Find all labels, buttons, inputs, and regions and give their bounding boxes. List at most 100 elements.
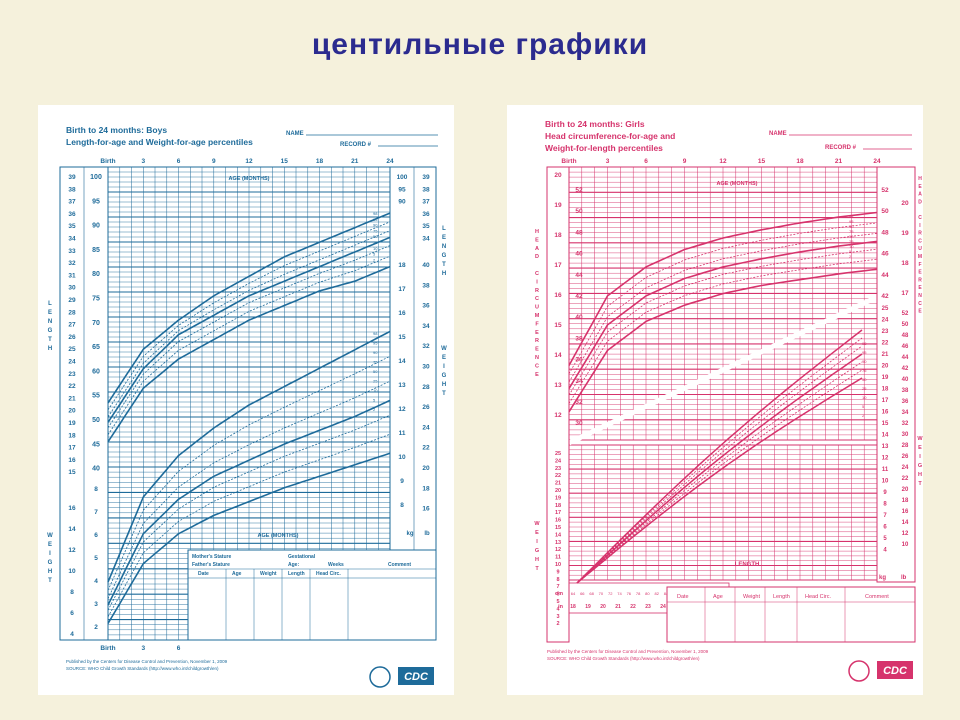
boys-length-cm-tick: 60 — [92, 368, 100, 375]
girls-length-label: LENGTH — [735, 562, 760, 568]
girls-left-weight-tick: 23 — [555, 466, 561, 472]
girls-right-side-head-char: I — [919, 223, 921, 229]
boys-right-side-length-char: G — [442, 253, 447, 259]
boys-right-kg-tick: 12 — [398, 406, 406, 413]
girls-head-in-tick: 13 — [554, 382, 562, 389]
girls-head-percentile-label: 90 — [849, 224, 854, 229]
girls-right-head-in-tick: 20 — [901, 200, 909, 207]
girls-head-in-tick: 17 — [554, 262, 562, 269]
girls-side-head-char: E — [535, 237, 539, 243]
girls-diagonal-separator — [567, 294, 879, 446]
boys-length-in-tick: 16 — [68, 457, 76, 464]
boys-side-weight-char: E — [48, 542, 52, 548]
boys-right-side-weight-char: T — [442, 391, 446, 397]
girls-left-weight-tick: 15 — [555, 525, 561, 531]
girls-table-col-header: Date — [677, 594, 689, 600]
boys-gestational: Gestational — [288, 554, 316, 560]
girls-cdc-logo-text: CDC — [883, 665, 908, 677]
boys-length-cm-tick: 40 — [92, 466, 100, 473]
boys-weight-percentile-curve — [107, 452, 391, 624]
girls-right-kg-tick: 18 — [882, 387, 889, 393]
boys-stature-box — [187, 549, 437, 641]
boys-month-tick: 24 — [386, 158, 394, 165]
boys-weight-percentile-label: 25 — [373, 379, 378, 384]
girls-right-kg-tick: 22 — [882, 341, 889, 347]
girls-right-kg-tick: 23 — [882, 329, 889, 335]
boys-title-line1: Birth to 24 months: Boys — [66, 125, 167, 135]
girls-left-ruler — [546, 166, 570, 643]
girls-month-tick: 18 — [796, 158, 804, 165]
boys-left-lb-tick: 12 — [68, 547, 76, 554]
girls-month-tick: 24 — [873, 158, 881, 165]
girls-right-lb-tick: 30 — [902, 432, 909, 438]
boys-month-tick: 3 — [141, 158, 145, 165]
girls-right-head-in-tick: 18 — [901, 260, 909, 267]
girls-head-percentile-label: 98 — [849, 214, 854, 219]
boys-right-kg-tick: 14 — [398, 358, 406, 365]
girls-weight-grid-hgrid-major — [569, 468, 877, 567]
girls-side-weight-char: H — [535, 557, 539, 563]
boys-right-cm-tick: 95 — [398, 186, 406, 193]
boys-weight-percentile-label: 95 — [373, 341, 378, 346]
girls-left-weight-tick: 9 — [556, 569, 559, 575]
boys-right-side-length-char: H — [442, 271, 446, 277]
girls-table-col-header: Weight — [743, 594, 760, 600]
girls-head-percentile-label: 2 — [849, 254, 852, 259]
boys-right-side-length-char: L — [442, 226, 446, 232]
boys-length-in-tick: 34 — [68, 236, 76, 243]
girls-head-cm-tick: 36 — [575, 357, 583, 364]
boys-weight-percentile-label: 5 — [373, 398, 376, 403]
girls-right-side-head-char: E — [918, 184, 922, 190]
girls-right-head-cm-tick: 42 — [881, 293, 889, 300]
boys-growth-chart: Birth to 24 months: Boys Length-for-age a… — [47, 125, 447, 688]
boys-left-kg-tick: 8 — [94, 486, 98, 493]
girls-weight-percentile-label: 2 — [862, 413, 865, 418]
boys-side-weight-char: T — [48, 578, 52, 584]
girls-right-side-weight-char: H — [918, 472, 922, 478]
girls-left-weight-tick: 19 — [555, 495, 561, 501]
girls-weight-grid-hgrid — [569, 449, 877, 576]
boys-length-cm-tick: 100 — [90, 174, 102, 181]
boys-left-kg-tick: 2 — [94, 624, 98, 631]
boys-right-lb-tick: 28 — [422, 384, 430, 391]
girls-length-in-tick: 21 — [615, 604, 621, 610]
boys-weight-percentile-curve — [107, 399, 391, 606]
girls-left-weight-tick: 7 — [556, 584, 559, 590]
boys-length-in-tick: 24 — [68, 359, 76, 366]
girls-head-cm-tick: 30 — [575, 420, 583, 427]
boys-length-percentile-label: 5 — [373, 252, 376, 257]
girls-left-weight-tick: 2 — [556, 621, 559, 627]
boys-record-label: RECORD # — [340, 142, 372, 148]
girls-right-lb-tick: 52 — [902, 311, 909, 317]
girls-right-kg-tick: 10 — [882, 479, 889, 485]
boys-left-lb-tick: 16 — [68, 505, 76, 512]
girls-right-lb-tick: 36 — [902, 399, 909, 405]
boys-length-cm-tick: 55 — [92, 393, 100, 400]
boys-length-percentile-curve — [107, 221, 391, 411]
girls-left-weight-tick: 13 — [555, 540, 561, 546]
girls-right-side-weight-char: T — [918, 481, 922, 487]
boys-weight-percentile-label: 2 — [373, 407, 376, 412]
boys-right-in-tick: 38 — [422, 186, 430, 193]
girls-head-cm-tick: 48 — [575, 229, 583, 236]
boys-right-side-weight-char: W — [441, 346, 447, 352]
girls-left-weight-tick: 10 — [555, 562, 561, 568]
girls-right-lb-tick: 40 — [902, 377, 909, 383]
girls-weight-for-length-curve — [576, 345, 863, 584]
girls-right-side-weight-char: W — [917, 436, 923, 442]
boys-length-in-tick: 32 — [68, 260, 76, 267]
girls-left-weight-tick: 21 — [555, 481, 561, 487]
girls-right-kg-tick: 8 — [883, 502, 887, 508]
girls-footer-published: Published by the Centers for Disease Con… — [547, 649, 709, 654]
boys-right-side-length-char: T — [442, 262, 446, 268]
girls-right-kg-tick: 16 — [882, 410, 889, 416]
girls-head-in-tick: 15 — [554, 322, 562, 329]
boys-month-tick: 6 — [177, 158, 181, 165]
girls-length-cm-tick: 84 — [664, 591, 669, 596]
boys-length-in-tick: 28 — [68, 309, 76, 316]
boys-length-in-tick: 19 — [68, 420, 76, 427]
boys-length-cm-tick: 95 — [92, 198, 100, 205]
boys-mother-stature: Mother's Stature — [192, 554, 231, 560]
girls-right-kg-tick: 24 — [882, 318, 889, 324]
girls-kg-unit: kg — [879, 575, 886, 581]
